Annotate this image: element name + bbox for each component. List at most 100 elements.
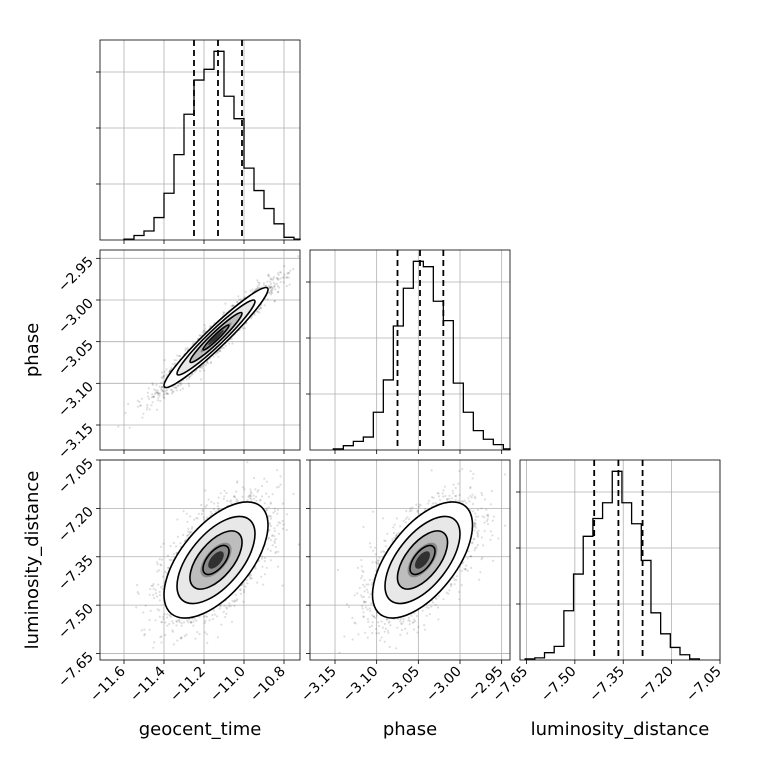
sample-point xyxy=(251,288,254,291)
sample-point xyxy=(254,288,257,291)
sample-point xyxy=(230,620,234,623)
sample-point xyxy=(199,366,202,369)
sample-point xyxy=(276,291,279,294)
sample-point xyxy=(162,615,165,619)
sample-point xyxy=(267,495,270,498)
sample-point xyxy=(160,381,163,384)
sample-point xyxy=(190,531,193,534)
sample-point xyxy=(276,272,280,275)
sample-point xyxy=(165,373,168,376)
sample-point xyxy=(239,592,243,595)
sample-point xyxy=(170,388,174,391)
sample-point xyxy=(167,393,170,396)
sample-point xyxy=(267,274,270,277)
sample-point xyxy=(141,416,144,419)
sample-point xyxy=(165,368,168,371)
sample-point xyxy=(268,275,271,278)
density-fill xyxy=(208,330,224,346)
sample-point xyxy=(166,392,169,395)
sample-point xyxy=(279,271,283,274)
sample-point xyxy=(192,341,195,344)
sample-point xyxy=(196,630,199,634)
sample-point xyxy=(198,334,201,337)
sample-point xyxy=(146,403,149,407)
sample-point xyxy=(269,277,272,280)
sample-point xyxy=(269,278,272,281)
sample-point xyxy=(273,285,276,288)
sample-point xyxy=(244,290,247,293)
sample-point xyxy=(276,278,280,281)
sample-point xyxy=(204,364,207,367)
sample-point xyxy=(153,392,157,395)
sample-point xyxy=(188,384,191,387)
sample-point xyxy=(286,276,289,279)
sample-point xyxy=(247,494,251,497)
sample-point xyxy=(260,495,264,498)
sample-point xyxy=(156,391,159,394)
sample-point xyxy=(201,365,204,368)
sample-point xyxy=(292,492,295,495)
sample-point xyxy=(275,277,278,280)
sample-point xyxy=(156,389,159,392)
sample-point xyxy=(182,510,185,513)
sample-point xyxy=(156,391,159,394)
sample-point xyxy=(278,286,281,289)
sample-point xyxy=(219,350,222,353)
sample-point xyxy=(272,281,275,284)
sample-point xyxy=(249,574,253,577)
sample-point xyxy=(263,477,266,480)
sample-point xyxy=(243,488,246,491)
panel-frame xyxy=(99,39,301,241)
sample-point xyxy=(140,397,143,400)
sample-point xyxy=(277,290,280,293)
sample-point xyxy=(144,604,147,607)
sample-point xyxy=(235,500,238,503)
sample-point xyxy=(169,544,172,548)
sample-point xyxy=(149,609,152,613)
sample-point xyxy=(230,337,233,340)
sample-point xyxy=(273,299,276,302)
sample-point xyxy=(152,583,155,586)
sample-point xyxy=(281,584,284,587)
sample-point xyxy=(282,281,285,284)
sample-point xyxy=(230,502,233,505)
sample-point xyxy=(196,337,199,341)
sample-point xyxy=(214,353,217,356)
sample-point xyxy=(192,624,195,627)
sample-point xyxy=(151,393,154,396)
sample-point xyxy=(171,390,174,393)
sample-point xyxy=(255,495,258,498)
sample-point xyxy=(204,631,207,634)
sample-point xyxy=(161,371,164,374)
sample-point xyxy=(148,628,151,631)
sample-point xyxy=(282,523,285,526)
x-tick-label: −7.50 xyxy=(538,664,580,706)
x-tick-label: −11.0 xyxy=(207,664,249,706)
sample-point xyxy=(166,624,169,627)
sample-point xyxy=(206,641,209,645)
sample-point xyxy=(176,639,179,642)
sample-point xyxy=(158,615,161,619)
sample-point xyxy=(188,618,191,621)
sample-point xyxy=(254,567,257,570)
sample-point xyxy=(264,284,267,287)
sample-point xyxy=(250,492,253,495)
sample-point xyxy=(219,604,223,607)
sample-point xyxy=(247,495,250,498)
sample-point xyxy=(176,384,179,387)
sample-point xyxy=(242,600,245,603)
sample-point xyxy=(138,400,141,403)
sample-point xyxy=(164,389,167,392)
sample-point xyxy=(269,285,272,288)
sample-point xyxy=(153,641,156,644)
sample-point xyxy=(237,295,240,298)
sample-point xyxy=(287,276,290,279)
sample-point xyxy=(219,492,222,495)
sample-point xyxy=(180,624,183,627)
sample-point xyxy=(242,588,245,592)
sample-point xyxy=(286,272,289,275)
sample-point xyxy=(160,389,163,392)
y-tick-label: −3.00 xyxy=(55,296,97,338)
sample-point xyxy=(271,288,274,291)
panel-frame xyxy=(519,459,721,661)
